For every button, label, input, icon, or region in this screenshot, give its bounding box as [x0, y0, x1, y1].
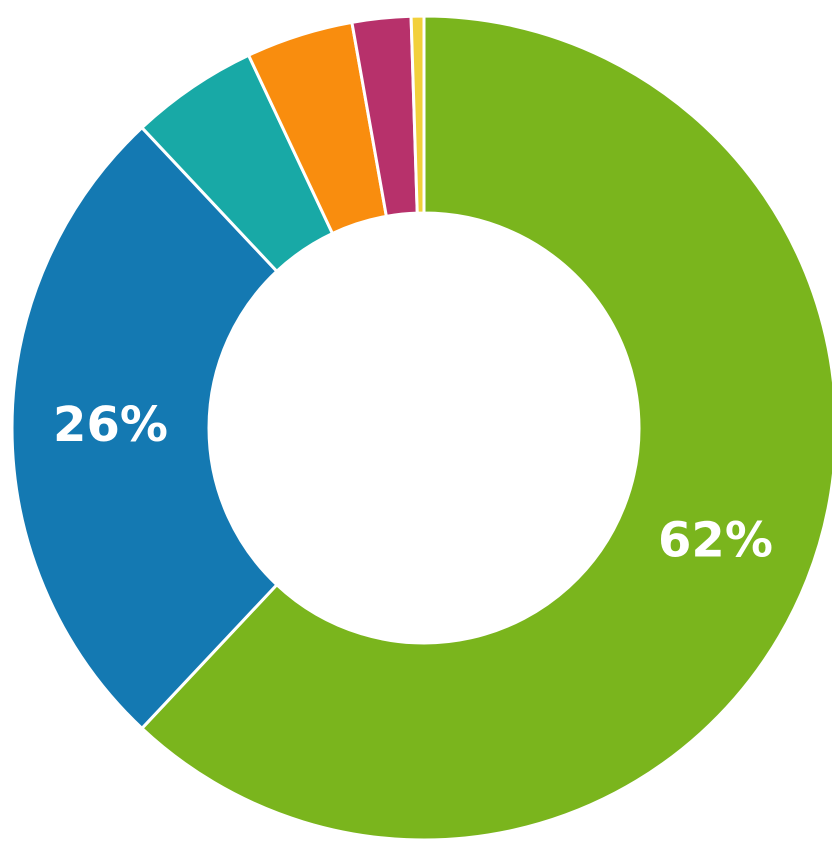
donut-slice [139, 14, 832, 842]
slice-label: 62% [658, 512, 773, 568]
donut-slice [409, 14, 426, 215]
donut-slice [10, 125, 279, 731]
slice-label: 26% [53, 397, 168, 453]
